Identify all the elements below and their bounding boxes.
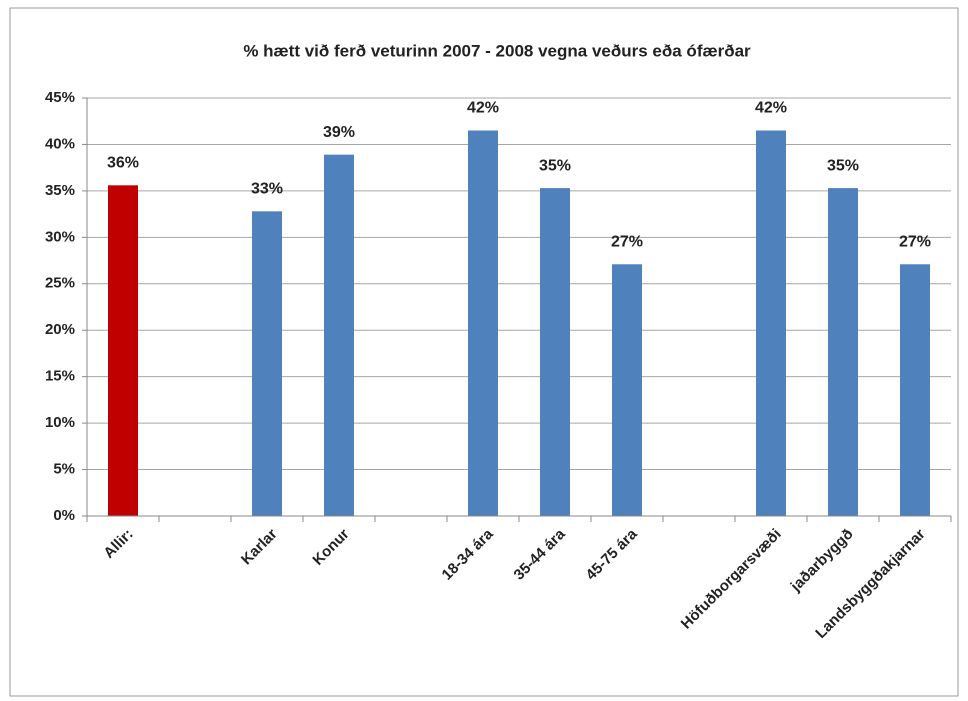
data-label: 36%: [107, 155, 139, 172]
bar: [612, 264, 642, 516]
y-tick-label: 30%: [45, 228, 75, 245]
y-tick-label: 20%: [45, 321, 75, 338]
y-tick-label: 15%: [45, 368, 75, 385]
bar: [324, 154, 354, 516]
data-label: 42%: [755, 100, 787, 117]
data-label: 35%: [539, 157, 571, 174]
data-label: 42%: [467, 100, 499, 117]
bar: [900, 264, 930, 516]
data-label: 39%: [323, 124, 355, 141]
bar: [468, 130, 498, 516]
y-tick-label: 45%: [45, 89, 75, 106]
bar: [540, 188, 570, 516]
bar: [756, 130, 786, 516]
chart-title: % hætt við ferð veturinn 2007 - 2008 veg…: [243, 41, 751, 60]
bar: [828, 188, 858, 516]
data-label: 33%: [251, 181, 283, 198]
data-label: 27%: [611, 233, 643, 250]
bar: [108, 185, 138, 516]
y-tick-label: 25%: [45, 275, 75, 292]
y-tick-label: 10%: [45, 414, 75, 431]
bar: [252, 211, 282, 516]
data-label: 35%: [827, 157, 859, 174]
y-tick-label: 35%: [45, 182, 75, 199]
y-tick-label: 5%: [53, 461, 75, 478]
y-tick-label: 0%: [53, 507, 75, 524]
data-label: 27%: [899, 233, 931, 250]
y-tick-label: 40%: [45, 135, 75, 152]
